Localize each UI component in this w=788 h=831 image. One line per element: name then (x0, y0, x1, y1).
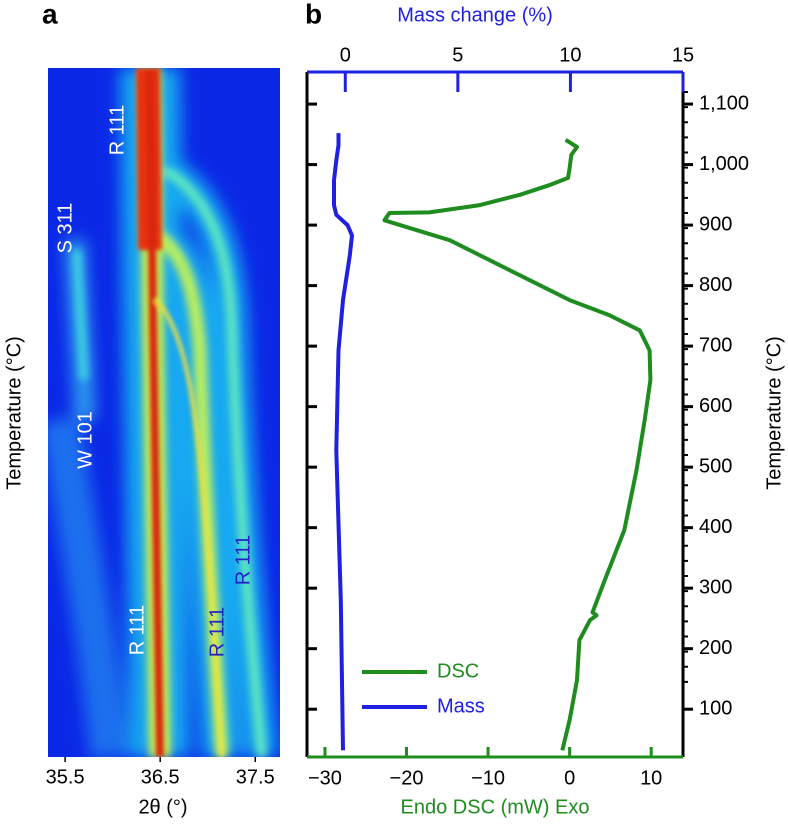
y-tick-label: 600 (699, 395, 732, 417)
y-tick-label: 100 (699, 697, 732, 719)
x-tick-label: 36.5 (141, 766, 180, 788)
x-axis-label: 2θ (°) (138, 796, 187, 818)
peak-annotation: S 311 (54, 203, 76, 254)
x-tick-label: −20 (390, 767, 424, 789)
x2-tick-label: 15 (672, 44, 694, 66)
x-tick-label: −30 (308, 767, 342, 789)
x2-tick-label: 5 (452, 44, 463, 66)
y-tick-label: 700 (699, 334, 732, 356)
y-tick-label: 200 (699, 637, 732, 659)
x-axis-label: Endo DSC (mW) Exo (401, 796, 590, 818)
peak-annotation: R 111 (126, 605, 148, 655)
panel-letter: b (305, 0, 322, 29)
y-tick-label: 400 (699, 516, 732, 538)
x-tick-label: 10 (640, 767, 662, 789)
y-axis-label: Temperature (°C) (3, 336, 25, 490)
y-tick-label: 900 (699, 213, 732, 235)
heatmap-image (48, 68, 280, 757)
y-tick-label: 300 (699, 576, 732, 598)
x-tick-label: 35.5 (46, 766, 85, 788)
y-tick-label: 1,100 (699, 92, 749, 114)
heatmap-peaks (136, 68, 224, 757)
panel-letter: a (42, 0, 58, 29)
peak-annotation: R 111 (232, 535, 254, 585)
legend-label: Mass (437, 695, 485, 717)
data-line (382, 138, 653, 751)
peak-annotation: W 101 (74, 411, 96, 469)
x-tick-label: 37.5 (236, 766, 275, 788)
peak-annotation: R 111 (106, 105, 128, 155)
x2-axis-label: Mass change (%) (397, 4, 553, 26)
data-line (332, 133, 354, 751)
x2-tick-label: 0 (340, 44, 351, 66)
y-axis-label: Temperature (°C) (763, 336, 785, 490)
y-tick-label: 500 (699, 455, 732, 477)
y-tick-label: 1,000 (699, 153, 749, 175)
x2-tick-label: 10 (559, 44, 581, 66)
x-tick-label: −10 (471, 767, 505, 789)
legend-label: DSC (437, 660, 479, 682)
y-tick-label: 800 (699, 274, 732, 296)
peak-annotation: R 111 (206, 607, 228, 657)
x-tick-label: 0 (564, 767, 575, 789)
